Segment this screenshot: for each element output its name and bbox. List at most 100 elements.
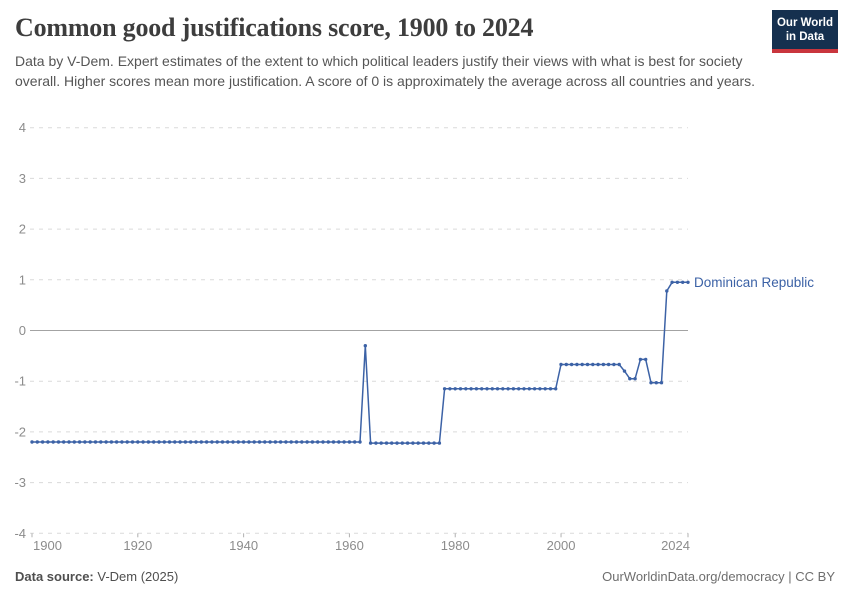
data-point[interactable] — [580, 362, 584, 367]
owid-logo[interactable]: Our World in Data — [772, 10, 838, 53]
data-point[interactable] — [231, 440, 235, 444]
data-point[interactable] — [136, 440, 140, 444]
data-point[interactable] — [241, 440, 246, 444]
data-point[interactable] — [411, 441, 415, 445]
data-point[interactable] — [601, 362, 606, 367]
data-point[interactable] — [670, 280, 674, 284]
data-point[interactable] — [453, 387, 457, 391]
data-point[interactable] — [35, 440, 39, 444]
data-point[interactable] — [442, 387, 447, 391]
data-point[interactable] — [183, 440, 188, 444]
data-point[interactable] — [675, 280, 680, 284]
data-point[interactable] — [527, 387, 531, 391]
data-point[interactable] — [162, 440, 166, 444]
data-point[interactable] — [247, 440, 251, 444]
data-point[interactable] — [130, 440, 135, 444]
trend-line[interactable] — [32, 281, 688, 444]
data-point[interactable] — [474, 387, 479, 391]
data-point[interactable] — [522, 387, 526, 391]
data-point[interactable] — [395, 441, 399, 445]
data-point[interactable] — [294, 440, 299, 444]
data-point[interactable] — [157, 440, 161, 444]
data-point[interactable] — [416, 441, 420, 445]
data-point[interactable] — [543, 387, 547, 391]
data-point[interactable] — [464, 387, 468, 391]
data-point[interactable] — [400, 441, 404, 445]
data-point[interactable] — [628, 377, 632, 381]
data-point[interactable] — [220, 440, 225, 444]
data-point[interactable] — [62, 440, 66, 444]
data-point[interactable] — [178, 440, 182, 444]
data-point[interactable] — [374, 441, 378, 445]
data-point[interactable] — [384, 441, 389, 445]
data-point[interactable] — [480, 387, 484, 391]
data-point[interactable] — [40, 440, 45, 444]
data-point[interactable] — [173, 440, 177, 444]
data-point[interactable] — [644, 357, 648, 362]
data-point[interactable] — [358, 440, 362, 444]
data-point[interactable] — [538, 387, 542, 391]
data-point[interactable] — [104, 440, 108, 444]
data-point[interactable] — [88, 440, 92, 444]
data-point[interactable] — [337, 440, 341, 444]
data-point[interactable] — [331, 440, 336, 444]
data-point[interactable] — [194, 440, 198, 444]
data-point[interactable] — [273, 440, 278, 444]
data-point[interactable] — [554, 387, 558, 391]
data-point[interactable] — [77, 440, 82, 444]
data-point[interactable] — [448, 387, 452, 391]
data-point[interactable] — [353, 440, 357, 444]
data-point[interactable] — [548, 387, 553, 391]
data-point[interactable] — [300, 440, 304, 444]
data-point[interactable] — [596, 362, 600, 367]
data-point[interactable] — [569, 362, 574, 367]
entity-label[interactable]: Dominican Republic — [694, 275, 814, 290]
data-point[interactable] — [575, 362, 579, 367]
data-point[interactable] — [606, 362, 611, 367]
data-point[interactable] — [437, 441, 442, 445]
data-point[interactable] — [633, 377, 637, 381]
data-point[interactable] — [638, 357, 643, 362]
data-point[interactable] — [495, 387, 500, 391]
data-point[interactable] — [612, 362, 616, 367]
data-point[interactable] — [363, 344, 367, 348]
data-point[interactable] — [284, 440, 288, 444]
data-point[interactable] — [67, 440, 71, 444]
data-point[interactable] — [99, 440, 103, 444]
data-point[interactable] — [93, 440, 98, 444]
data-point[interactable] — [310, 440, 315, 444]
data-point[interactable] — [421, 441, 426, 445]
data-point[interactable] — [347, 440, 352, 444]
data-point[interactable] — [681, 280, 685, 284]
data-point[interactable] — [342, 440, 346, 444]
data-point[interactable] — [120, 440, 124, 444]
data-point[interactable] — [485, 387, 489, 391]
data-point[interactable] — [654, 381, 658, 385]
data-point[interactable] — [585, 362, 590, 367]
data-point[interactable] — [109, 440, 114, 444]
data-point[interactable] — [427, 441, 431, 445]
data-point[interactable] — [458, 387, 463, 391]
data-point[interactable] — [559, 362, 563, 367]
data-point[interactable] — [263, 440, 267, 444]
data-point[interactable] — [326, 440, 330, 444]
credit-link[interactable]: OurWorldinData.org/democracy | CC BY — [602, 569, 835, 584]
data-point[interactable] — [189, 440, 193, 444]
data-point[interactable] — [490, 387, 494, 391]
data-point[interactable] — [686, 280, 690, 284]
data-point[interactable] — [469, 387, 473, 391]
data-point[interactable] — [46, 440, 50, 444]
data-point[interactable] — [72, 440, 77, 444]
data-point[interactable] — [204, 440, 209, 444]
data-point[interactable] — [289, 440, 293, 444]
data-point[interactable] — [591, 362, 595, 367]
data-point[interactable] — [141, 440, 145, 444]
data-point[interactable] — [257, 440, 262, 444]
data-point[interactable] — [368, 441, 373, 445]
data-point[interactable] — [665, 289, 669, 293]
data-point[interactable] — [51, 440, 55, 444]
data-point[interactable] — [379, 441, 383, 445]
data-point[interactable] — [236, 440, 240, 444]
data-point[interactable] — [390, 441, 394, 445]
data-point[interactable] — [199, 440, 203, 444]
